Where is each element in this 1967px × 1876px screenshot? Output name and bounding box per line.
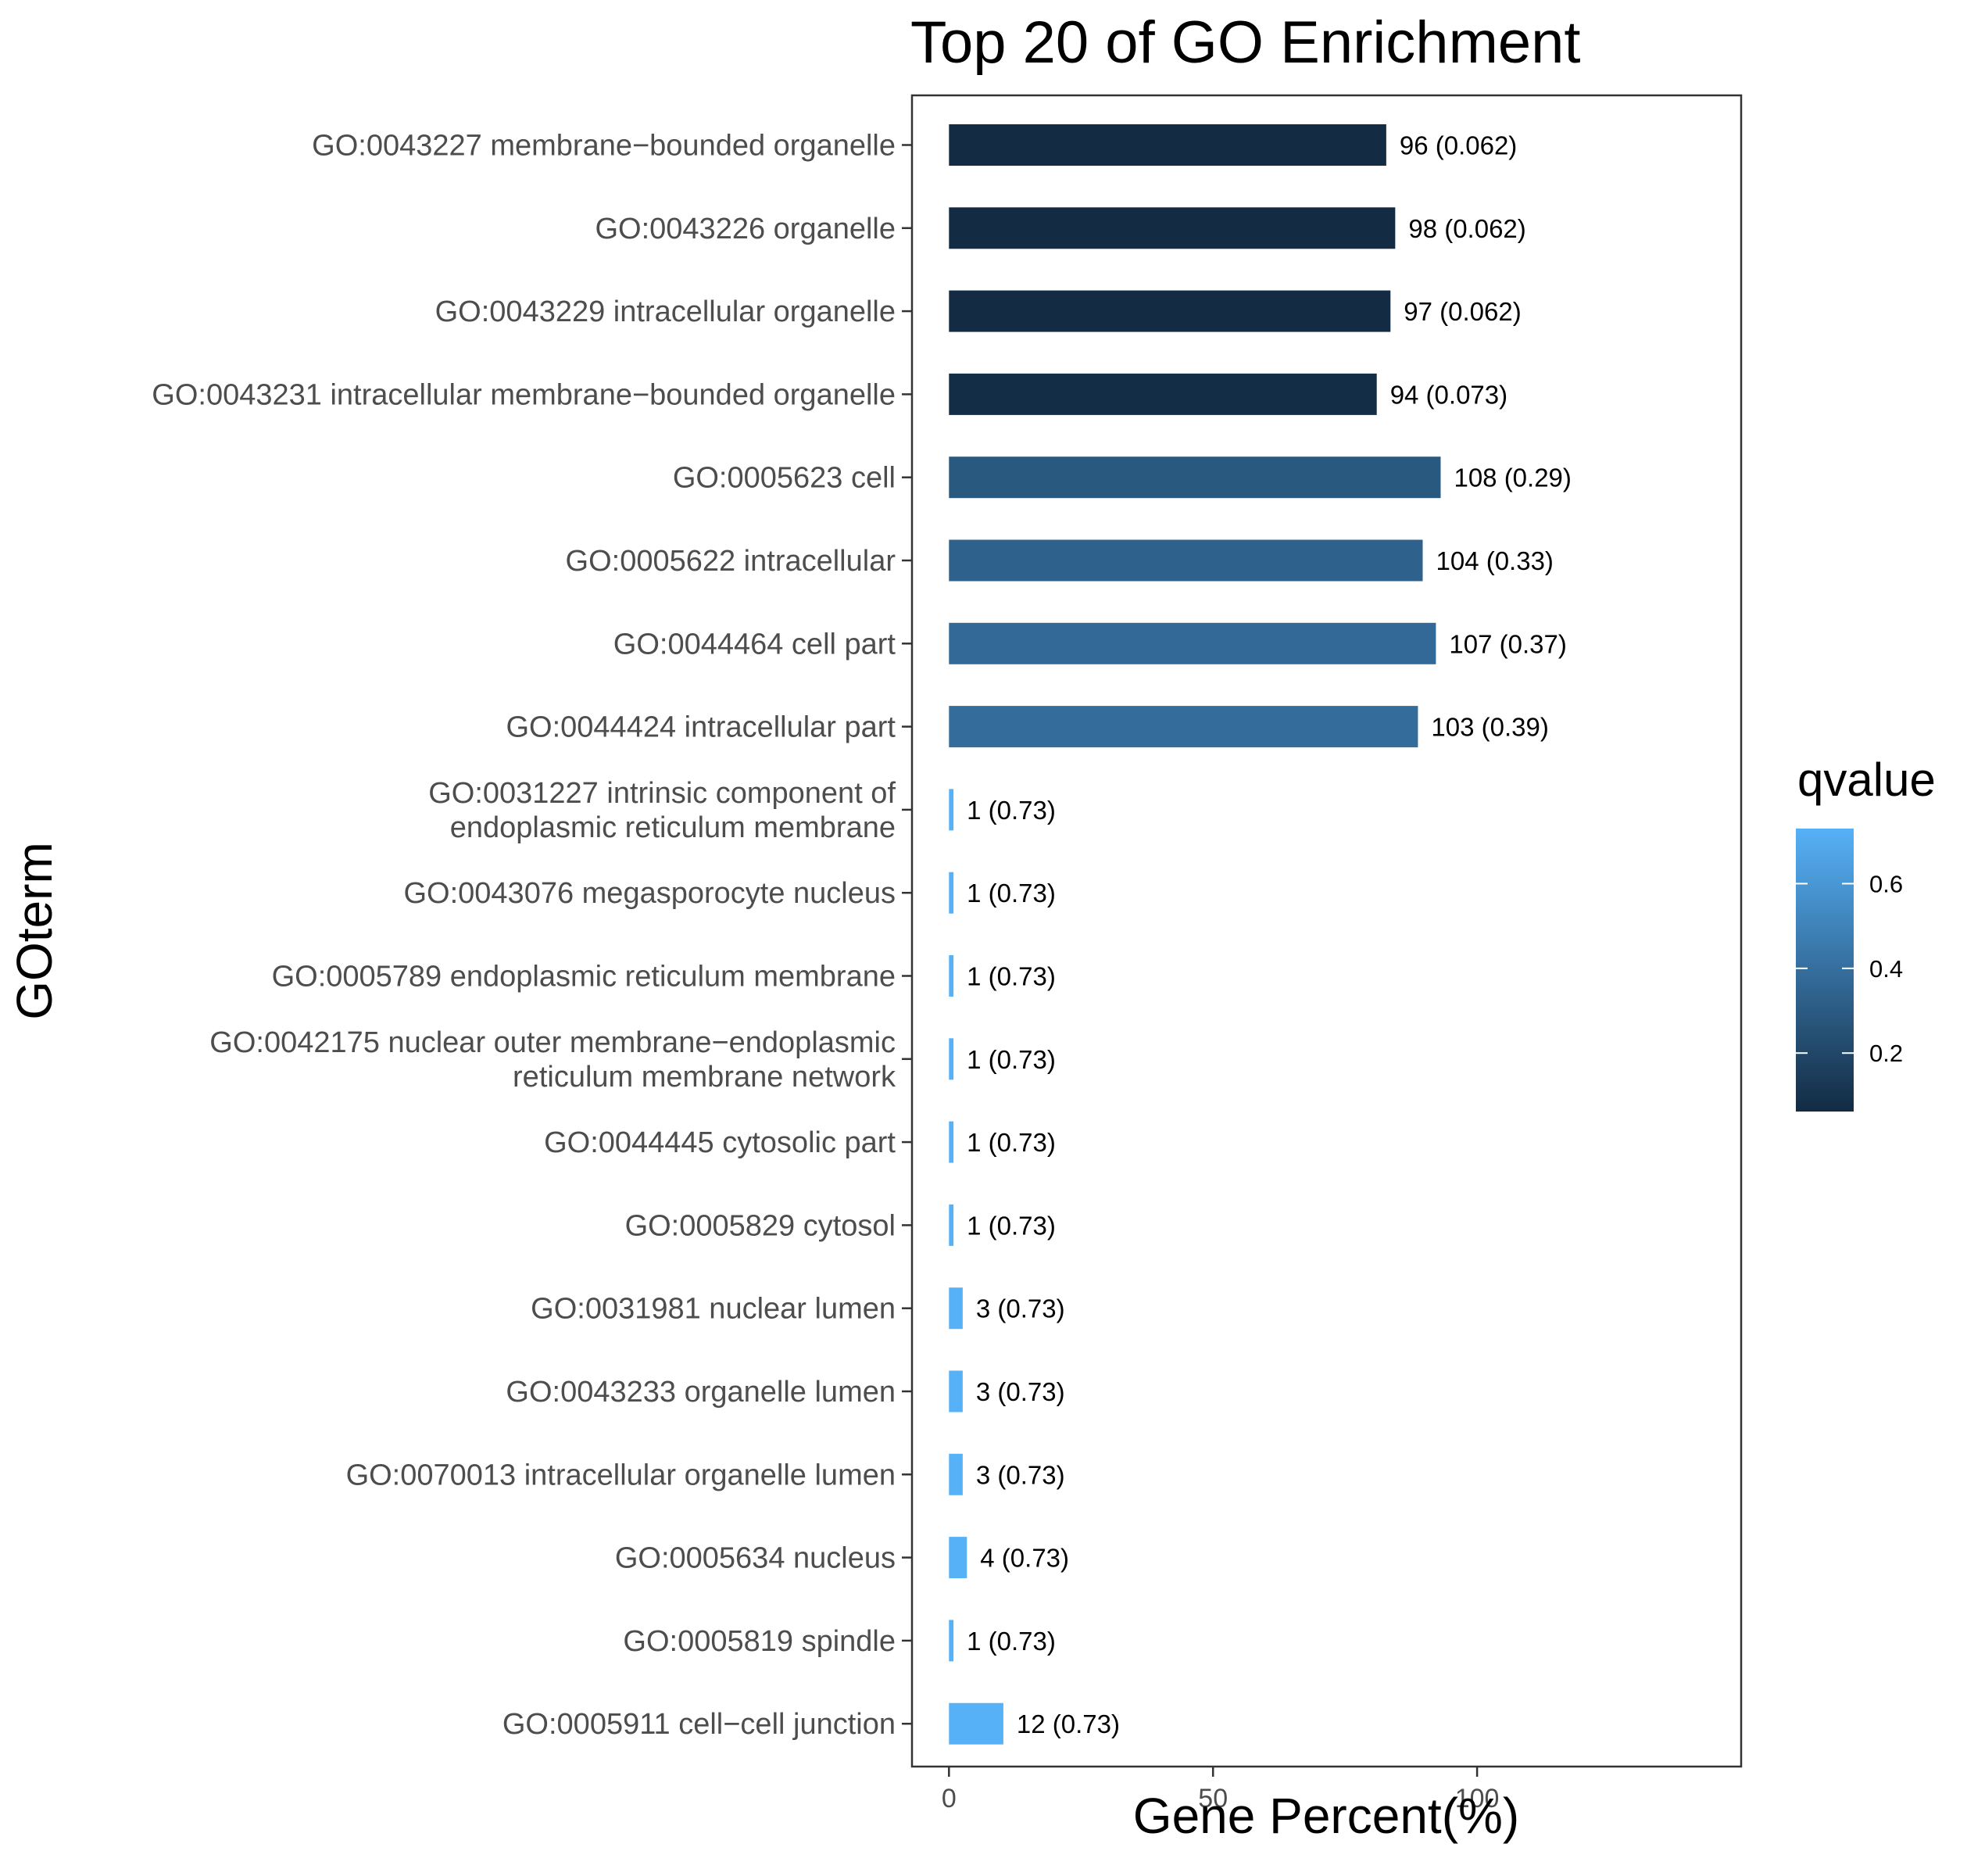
qvalue-legend: qvalue 0.2 0.4 0.6 [1796, 754, 1936, 1112]
y-tick-label: endoplasmic reticulum membrane [450, 811, 896, 844]
y-tick-label: GO:0005829 cytosol [625, 1209, 896, 1242]
bar [949, 456, 1441, 499]
bar-data-label: 98 (0.062) [1408, 214, 1525, 243]
bar [949, 1453, 963, 1495]
bar [949, 706, 1418, 748]
bar-data-label: 97 (0.062) [1404, 297, 1521, 326]
x-axis-title: Gene Percent(%) [1133, 1788, 1519, 1844]
y-tick-label: reticulum membrane network [513, 1061, 896, 1094]
bar-data-label: 1 (0.73) [967, 879, 1056, 908]
y-tick-label: GO:0042175 nuclear outer membrane−endopl… [209, 1026, 896, 1059]
bar-data-label: 3 (0.73) [976, 1294, 1065, 1323]
x-tick-label: 50 [1198, 1784, 1228, 1813]
legend-colorbar [1796, 829, 1854, 1112]
bar [949, 872, 954, 914]
bar [949, 622, 1436, 664]
chart-title: Top 20 of GO Enrichment [910, 9, 1581, 76]
y-axis: GO:0043227 membrane−bounded organelle GO:… [152, 130, 912, 1741]
bars-layer [949, 124, 1441, 1745]
bar-data-label: 104 (0.33) [1436, 546, 1553, 575]
y-tick-label: GO:0044464 cell part [613, 628, 896, 661]
bar [949, 1620, 954, 1662]
bar [949, 1370, 963, 1412]
y-tick-label: GO:0005789 endoplasmic reticulum membran… [272, 961, 896, 993]
y-tick-label: GO:0031981 nuclear lumen [531, 1293, 896, 1326]
bar [949, 373, 1377, 415]
y-tick-label: GO:0005623 cell [673, 462, 896, 495]
bar [949, 1204, 954, 1246]
bar-data-label: 1 (0.73) [967, 796, 1056, 825]
bar-data-label: 94 (0.073) [1390, 380, 1507, 409]
x-tick-label: 0 [942, 1784, 957, 1813]
data-labels-layer: 96 (0.062) 98 (0.062) 97 (0.062) 94 (0.073)… [967, 131, 1572, 1739]
y-tick-label: GO:0044445 cytosolic part [544, 1126, 896, 1159]
bar [949, 1121, 954, 1163]
bar [949, 207, 1396, 249]
x-axis: 0 50 100 [942, 1767, 1500, 1813]
bar-data-label: 1 (0.73) [967, 1045, 1056, 1074]
bar-data-label: 3 (0.73) [976, 1377, 1065, 1406]
y-tick-label: GO:0043233 organelle lumen [506, 1376, 896, 1409]
y-tick-label: GO:0044424 intracellular part [506, 711, 896, 744]
bar [949, 789, 954, 831]
bar-data-label: 108 (0.29) [1454, 464, 1571, 492]
x-tick-label: 100 [1455, 1784, 1500, 1813]
bar [949, 539, 1423, 582]
y-tick-label: GO:0043227 membrane−bounded organelle [312, 130, 896, 163]
y-tick-label: GO:0005819 spindle [623, 1625, 896, 1658]
legend-tick-label: 0.2 [1869, 1040, 1903, 1067]
y-tick-label: GO:0031227 intrinsic component of [428, 777, 896, 810]
bar-data-label: 12 (0.73) [1017, 1710, 1120, 1738]
y-tick-label: GO:0005634 nucleus [615, 1542, 896, 1575]
legend-tick-label: 0.4 [1869, 955, 1903, 983]
bar-data-label: 3 (0.73) [976, 1460, 1065, 1489]
y-tick-label: GO:0070013 intracellular organelle lumen [346, 1459, 896, 1491]
y-tick-label: GO:0005622 intracellular [566, 545, 896, 578]
bar [949, 1702, 1003, 1745]
y-tick-label: GO:0043076 megasporocyte nucleus [403, 877, 896, 910]
bar-data-label: 107 (0.37) [1449, 629, 1566, 658]
plot-panel [910, 94, 1743, 1768]
bar [949, 124, 1386, 166]
legend-title: qvalue [1797, 754, 1936, 806]
legend-tick-label: 0.6 [1869, 870, 1903, 897]
y-tick-label: GO:0043231 intracellular membrane−bounde… [152, 378, 896, 411]
bar [949, 955, 954, 997]
y-axis-title: GOterm [6, 842, 63, 1020]
bar [949, 290, 1391, 332]
bar [949, 1537, 967, 1579]
y-tick-label: GO:0043226 organelle [595, 213, 896, 245]
y-tick-label: GO:0005911 cell−cell junction [502, 1708, 896, 1741]
bar-data-label: 4 (0.73) [980, 1544, 1069, 1573]
bar-data-label: 1 (0.73) [967, 962, 1056, 991]
bar-data-label: 96 (0.062) [1400, 131, 1517, 160]
y-tick-label: GO:0043229 intracellular organelle [435, 295, 896, 328]
bar-data-label: 1 (0.73) [967, 1128, 1056, 1157]
legend-ticks: 0.2 0.4 0.6 [1796, 870, 1903, 1067]
bar-data-label: 1 (0.73) [967, 1211, 1056, 1240]
bar [949, 1287, 963, 1330]
bar [949, 1038, 954, 1080]
bar-data-label: 1 (0.73) [967, 1627, 1056, 1656]
bar-data-label: 103 (0.39) [1431, 713, 1548, 742]
